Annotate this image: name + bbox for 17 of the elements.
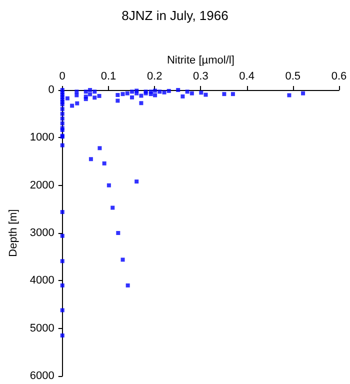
y-tick-label: 5000 [30,322,54,334]
x-tick-label: 0.1 [100,70,116,82]
y-tick-label: 1000 [30,132,54,144]
y-tick-label: 4000 [30,274,54,287]
x-tick-label: 0.5 [285,70,301,82]
x-tick-label: 0.6 [331,70,347,82]
x-tick-label: 0.3 [193,70,208,82]
y-tick-label: 3000 [30,227,54,239]
y-axis-title: Depth [m] [8,209,20,257]
x-axis-title: Nitrite [µmol/l] [166,54,234,67]
chart-title: 8JNZ in July, 1966 [122,8,228,23]
x-tick-label: 0.4 [239,70,254,82]
y-tick-label: 0 [48,84,54,96]
x-tick-label: 0.2 [146,70,162,82]
x-tick-label: 0 [59,70,66,82]
y-tick-label: 6000 [30,370,54,382]
y-tick-label: 2000 [30,179,54,192]
